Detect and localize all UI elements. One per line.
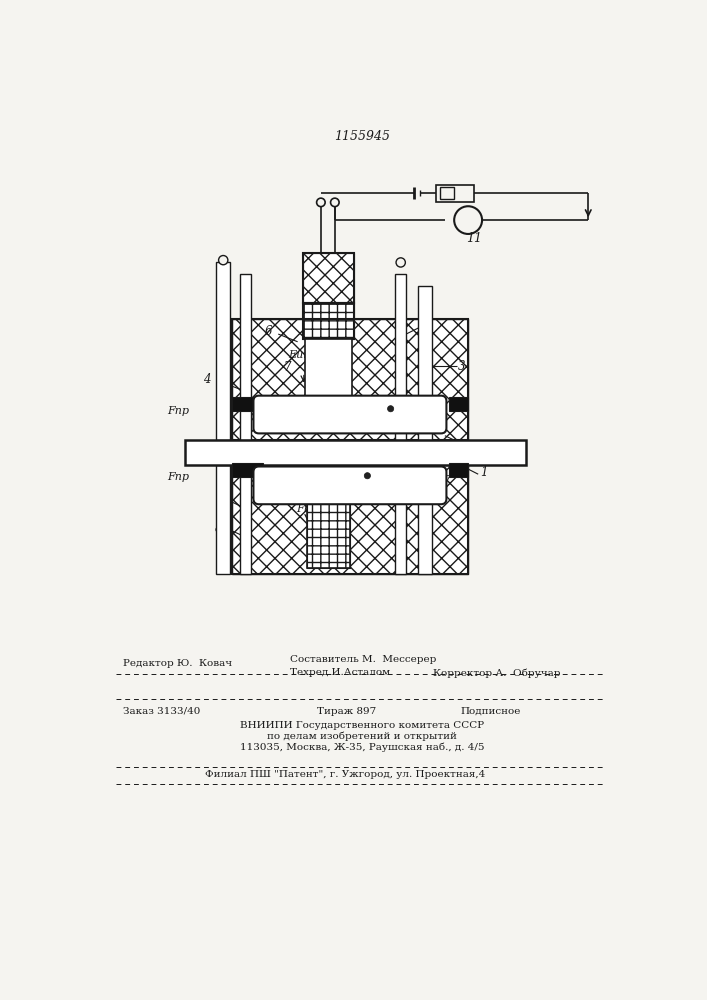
Text: 1155945: 1155945 [334,130,390,143]
Text: по делам изобретений и открытий: по делам изобретений и открытий [267,731,457,741]
Bar [395,465,406,574]
Text: 4: 4 [203,373,211,386]
Bar [185,440,526,465]
Bar [232,319,468,440]
Text: Fин: Fин [296,504,318,514]
Bar [232,465,468,574]
Bar [232,465,468,574]
FancyBboxPatch shape [253,466,446,504]
Circle shape [317,198,325,207]
Text: 3: 3 [458,360,465,373]
Bar [232,463,263,477]
Bar [449,463,468,477]
Text: 1: 1 [480,466,487,479]
Text: Редактор Ю.  Ковач: Редактор Ю. Ковач [123,659,233,668]
Bar [307,497,351,568]
Bar [418,286,432,440]
Bar [216,465,230,574]
Bar [303,253,354,303]
Circle shape [396,258,405,267]
Bar [216,262,230,440]
Circle shape [218,256,228,265]
Circle shape [331,198,339,207]
Bar [449,397,468,411]
Bar [232,319,468,440]
Text: 11: 11 [467,232,483,245]
Text: Eин: Eин [288,350,311,360]
Bar [303,303,354,339]
Text: 7: 7 [443,475,450,488]
Circle shape [387,406,394,412]
Text: ВНИИПИ Государственного комитета СССР: ВНИИПИ Государственного комитета СССР [240,721,484,730]
Text: 5: 5 [423,318,431,331]
Text: 10: 10 [317,533,332,546]
Bar [305,339,352,405]
Bar [436,185,474,202]
Circle shape [454,206,482,234]
Circle shape [364,473,370,479]
Bar [303,253,354,303]
FancyBboxPatch shape [253,396,446,433]
Text: Корректор А.  Обручар: Корректор А. Обручар [433,668,561,678]
Bar [303,303,354,339]
Text: 113035, Москва, Ж-35, Раушская наб., д. 4/5: 113035, Москва, Ж-35, Раушская наб., д. … [240,743,484,752]
Bar [232,397,263,411]
Bar [307,497,351,568]
Text: 2: 2 [476,442,484,455]
Text: Тираж 897: Тираж 897 [317,707,376,716]
Bar [418,465,432,574]
Text: 9: 9 [218,494,226,507]
Text: Заказ 3133/40: Заказ 3133/40 [123,707,201,716]
Text: 6: 6 [265,325,273,338]
Text: Подписное: Подписное [460,707,521,716]
Bar [240,274,251,440]
Bar [395,274,406,440]
Text: 7: 7 [284,361,291,374]
Bar [440,187,454,199]
Text: Fпр: Fпр [167,406,189,416]
Bar [240,465,251,574]
Text: Техред И.Асталом: Техред И.Асталом [290,668,390,677]
Text: Составитель М.  Мессерер: Составитель М. Мессерер [290,654,436,664]
Text: Fпр: Fпр [167,472,189,482]
Text: Филиал ПШ "Патент", г. Ужгород, ул. Проектная,4: Филиал ПШ "Патент", г. Ужгород, ул. Прое… [204,770,485,779]
Text: 8: 8 [215,522,222,535]
